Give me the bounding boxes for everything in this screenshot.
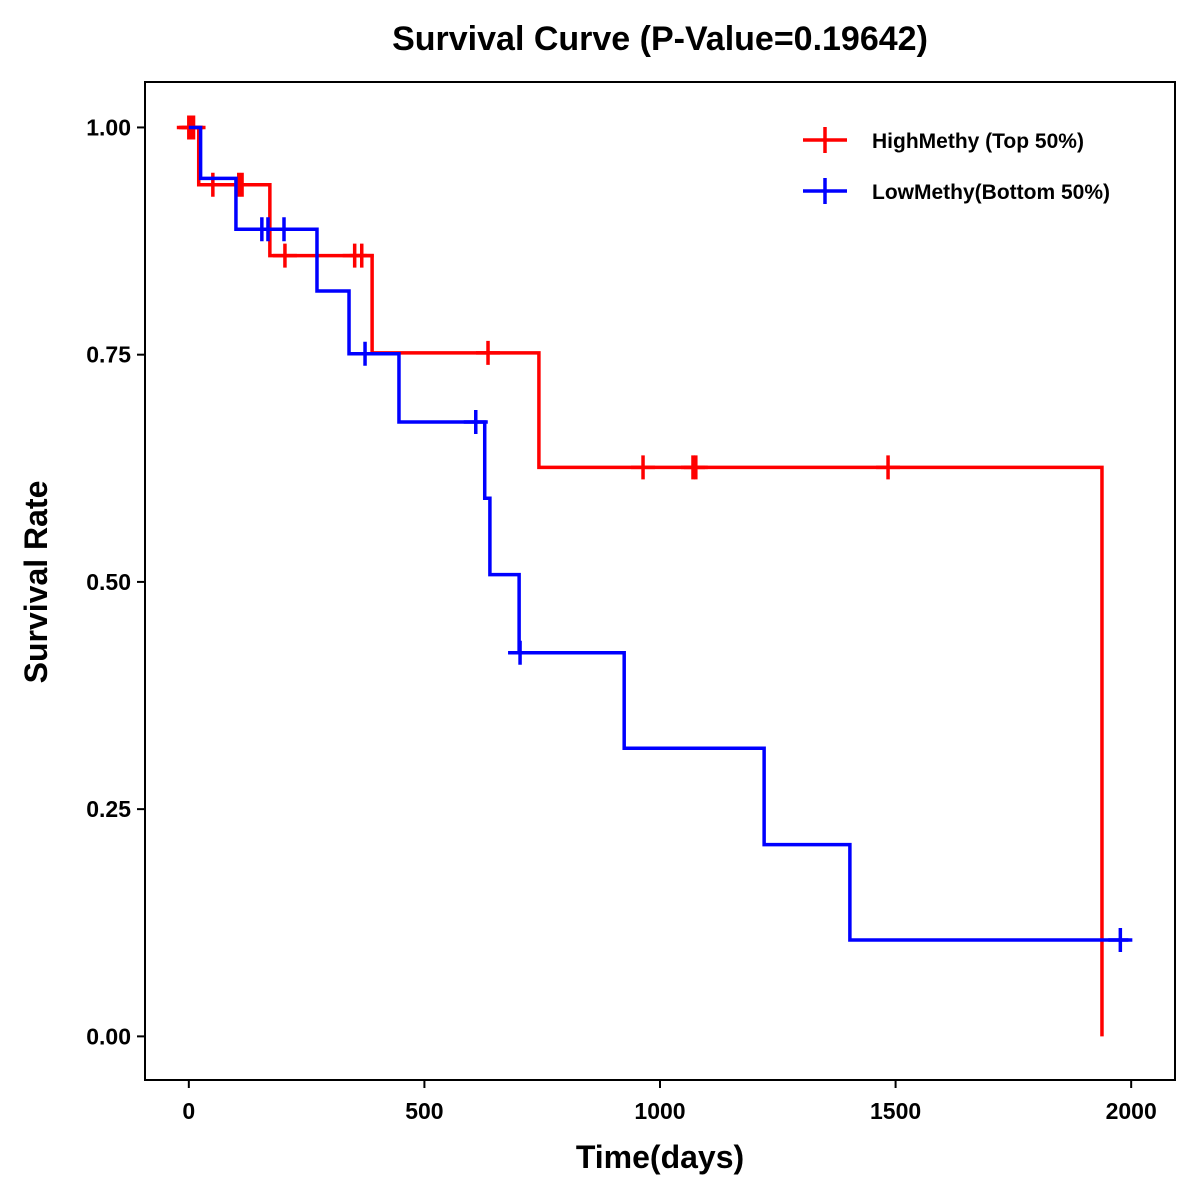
legend-key-low bbox=[803, 178, 847, 204]
censor-mark bbox=[1108, 928, 1133, 953]
censor-mark bbox=[349, 243, 374, 268]
survival-curve-high bbox=[188, 125, 1104, 1037]
plot-frame bbox=[144, 81, 1176, 1081]
y-tick-label: 0.75 bbox=[86, 342, 131, 368]
censor-mark bbox=[353, 341, 378, 366]
censor-mark bbox=[271, 217, 296, 242]
y-tick-label: 0.00 bbox=[86, 1023, 131, 1049]
x-axis-label: Time(days) bbox=[576, 1139, 744, 1175]
censor-mark bbox=[508, 640, 533, 665]
censor-mark bbox=[230, 172, 255, 197]
legend-key-high bbox=[803, 127, 847, 153]
y-axis: 0.00 0.25 0.50 0.75 1.00 bbox=[86, 114, 145, 1049]
series-group bbox=[176, 115, 1133, 1037]
censor-mark bbox=[200, 172, 225, 197]
censor-mark bbox=[683, 455, 708, 480]
censor-mark bbox=[876, 455, 901, 480]
x-tick-label: 1000 bbox=[634, 1098, 685, 1124]
x-axis: 0 500 1000 1500 2000 bbox=[182, 1080, 1157, 1124]
y-tick-label: 1.00 bbox=[86, 114, 131, 140]
chart-title: Survival Curve (P-Value=0.19642) bbox=[392, 20, 928, 58]
y-tick-label: 0.50 bbox=[86, 569, 131, 595]
censor-mark bbox=[476, 340, 501, 365]
x-tick-label: 2000 bbox=[1106, 1098, 1157, 1124]
survival-curve-low bbox=[188, 125, 1129, 942]
legend: HighMethy (Top 50%) LowMethy(Bottom 50%) bbox=[803, 127, 1110, 204]
x-tick-label: 0 bbox=[182, 1098, 195, 1124]
censor-mark bbox=[272, 243, 297, 268]
x-tick-label: 1500 bbox=[870, 1098, 921, 1124]
censor-mark bbox=[463, 409, 488, 434]
x-tick-label: 500 bbox=[405, 1098, 443, 1124]
legend-label: LowMethy(Bottom 50%) bbox=[872, 181, 1110, 204]
y-tick-label: 0.25 bbox=[86, 796, 131, 822]
censor-mark bbox=[631, 455, 656, 480]
legend-label: HighMethy (Top 50%) bbox=[872, 130, 1084, 153]
y-axis-label: Survival Rate bbox=[18, 481, 54, 684]
